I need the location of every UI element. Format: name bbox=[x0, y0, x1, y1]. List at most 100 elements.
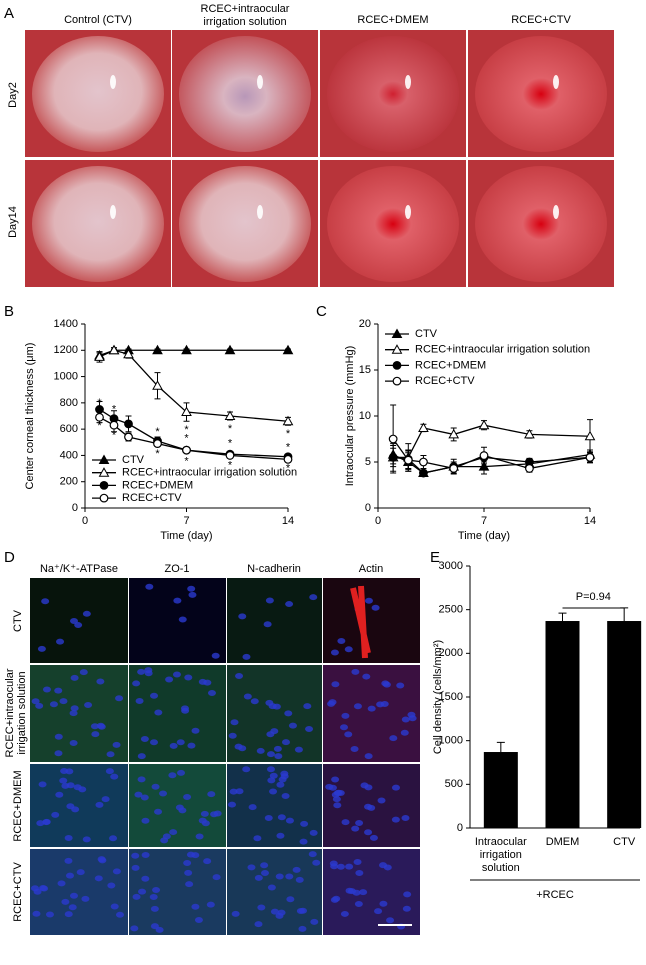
marker bbox=[108, 344, 120, 355]
legend-marker bbox=[392, 361, 402, 370]
micrograph bbox=[30, 665, 128, 762]
nucleus bbox=[256, 747, 265, 754]
nucleus bbox=[82, 610, 91, 617]
nucleus bbox=[243, 693, 252, 700]
y-tick-label: 1400 bbox=[54, 318, 78, 330]
nucleus bbox=[64, 857, 73, 864]
micrograph-grid bbox=[30, 578, 420, 935]
bar bbox=[607, 621, 642, 828]
nucleus bbox=[285, 817, 294, 824]
y-tick-label: 1500 bbox=[439, 691, 463, 703]
highlight bbox=[553, 205, 559, 219]
nucleus bbox=[59, 777, 68, 784]
nucleus bbox=[364, 829, 373, 836]
cornea bbox=[475, 166, 607, 282]
nucleus bbox=[269, 772, 278, 779]
y-tick-label: 0 bbox=[457, 822, 463, 834]
legend-label: RCEC+DMEM bbox=[415, 359, 486, 371]
marker bbox=[585, 453, 595, 462]
nucleus bbox=[61, 898, 70, 905]
nucleus bbox=[310, 918, 319, 925]
nucleus bbox=[110, 903, 119, 910]
nucleus bbox=[177, 769, 186, 776]
nucleus bbox=[299, 838, 308, 845]
highlight bbox=[405, 205, 411, 219]
significance-mark: * bbox=[155, 426, 160, 438]
nucleus bbox=[242, 766, 251, 773]
nucleus bbox=[140, 736, 149, 743]
nucleus bbox=[292, 866, 301, 873]
nucleus bbox=[69, 892, 78, 899]
nucleus bbox=[345, 887, 354, 894]
y-tick-label: 800 bbox=[60, 397, 78, 409]
marker bbox=[153, 439, 162, 449]
nucleus bbox=[309, 594, 318, 601]
nucleus bbox=[263, 621, 272, 628]
legend-marker bbox=[99, 481, 109, 490]
nucleus bbox=[242, 653, 251, 660]
nucleus bbox=[178, 616, 187, 623]
nucleus bbox=[248, 804, 257, 811]
nucleus bbox=[294, 746, 303, 753]
nucleus bbox=[238, 613, 247, 620]
panel-label: D bbox=[4, 549, 15, 566]
marker bbox=[182, 445, 191, 455]
nucleus bbox=[112, 868, 121, 875]
significance-mark: * bbox=[112, 404, 117, 416]
marker bbox=[419, 457, 428, 467]
nucleus bbox=[57, 880, 66, 887]
nucleus bbox=[91, 731, 100, 738]
nucleus bbox=[94, 875, 103, 882]
x-axis-label: Time (day) bbox=[160, 530, 212, 542]
nucleus bbox=[176, 739, 185, 746]
marker bbox=[152, 344, 163, 355]
nucleus bbox=[364, 803, 373, 810]
nucleus bbox=[165, 676, 174, 683]
nucleus bbox=[265, 597, 274, 604]
nucleus bbox=[79, 669, 88, 676]
nucleus bbox=[285, 601, 294, 608]
nucleus bbox=[56, 638, 65, 645]
nucleus bbox=[298, 925, 307, 932]
nucleus bbox=[137, 668, 146, 675]
nucleus bbox=[264, 814, 273, 821]
error-bar bbox=[558, 612, 567, 622]
nucleus bbox=[96, 722, 105, 729]
marker bbox=[388, 434, 398, 444]
nucleus bbox=[138, 888, 147, 895]
nucleus bbox=[407, 711, 416, 718]
nucleus bbox=[351, 668, 360, 675]
micrograph bbox=[323, 849, 420, 935]
nucleus bbox=[341, 712, 350, 719]
nucleus bbox=[149, 893, 158, 900]
column-header: Na⁺/K⁺-ATPase bbox=[40, 563, 118, 575]
legend-marker bbox=[99, 493, 109, 503]
row-header: Day14 bbox=[7, 206, 19, 238]
nucleus bbox=[61, 782, 70, 789]
nucleus bbox=[191, 727, 200, 734]
nucleus bbox=[183, 794, 192, 801]
nucleus bbox=[187, 585, 196, 592]
nucleus bbox=[69, 710, 78, 717]
cornea bbox=[32, 36, 164, 152]
row-header: RCEC+DMEM bbox=[12, 770, 24, 841]
significance-mark: * bbox=[286, 462, 291, 474]
nucleus bbox=[330, 649, 339, 656]
nucleus bbox=[272, 703, 281, 710]
nucleus bbox=[198, 678, 207, 685]
y-axis-label: Center corneal thickness (μm) bbox=[24, 343, 36, 490]
nucleus bbox=[355, 820, 364, 827]
marker bbox=[478, 419, 490, 430]
nucleus bbox=[134, 791, 143, 798]
nucleus bbox=[355, 870, 364, 877]
legend-label: CTV bbox=[415, 328, 438, 340]
significance-mark: * bbox=[228, 460, 233, 472]
nucleus bbox=[403, 891, 412, 898]
nucleus bbox=[145, 583, 154, 590]
nucleus bbox=[367, 705, 376, 712]
nucleus bbox=[151, 783, 160, 790]
nucleus bbox=[152, 887, 161, 894]
nucleus bbox=[194, 917, 203, 924]
micrograph bbox=[129, 665, 226, 762]
y-axis-label: Intraocular pressure (mmHg) bbox=[344, 346, 356, 487]
